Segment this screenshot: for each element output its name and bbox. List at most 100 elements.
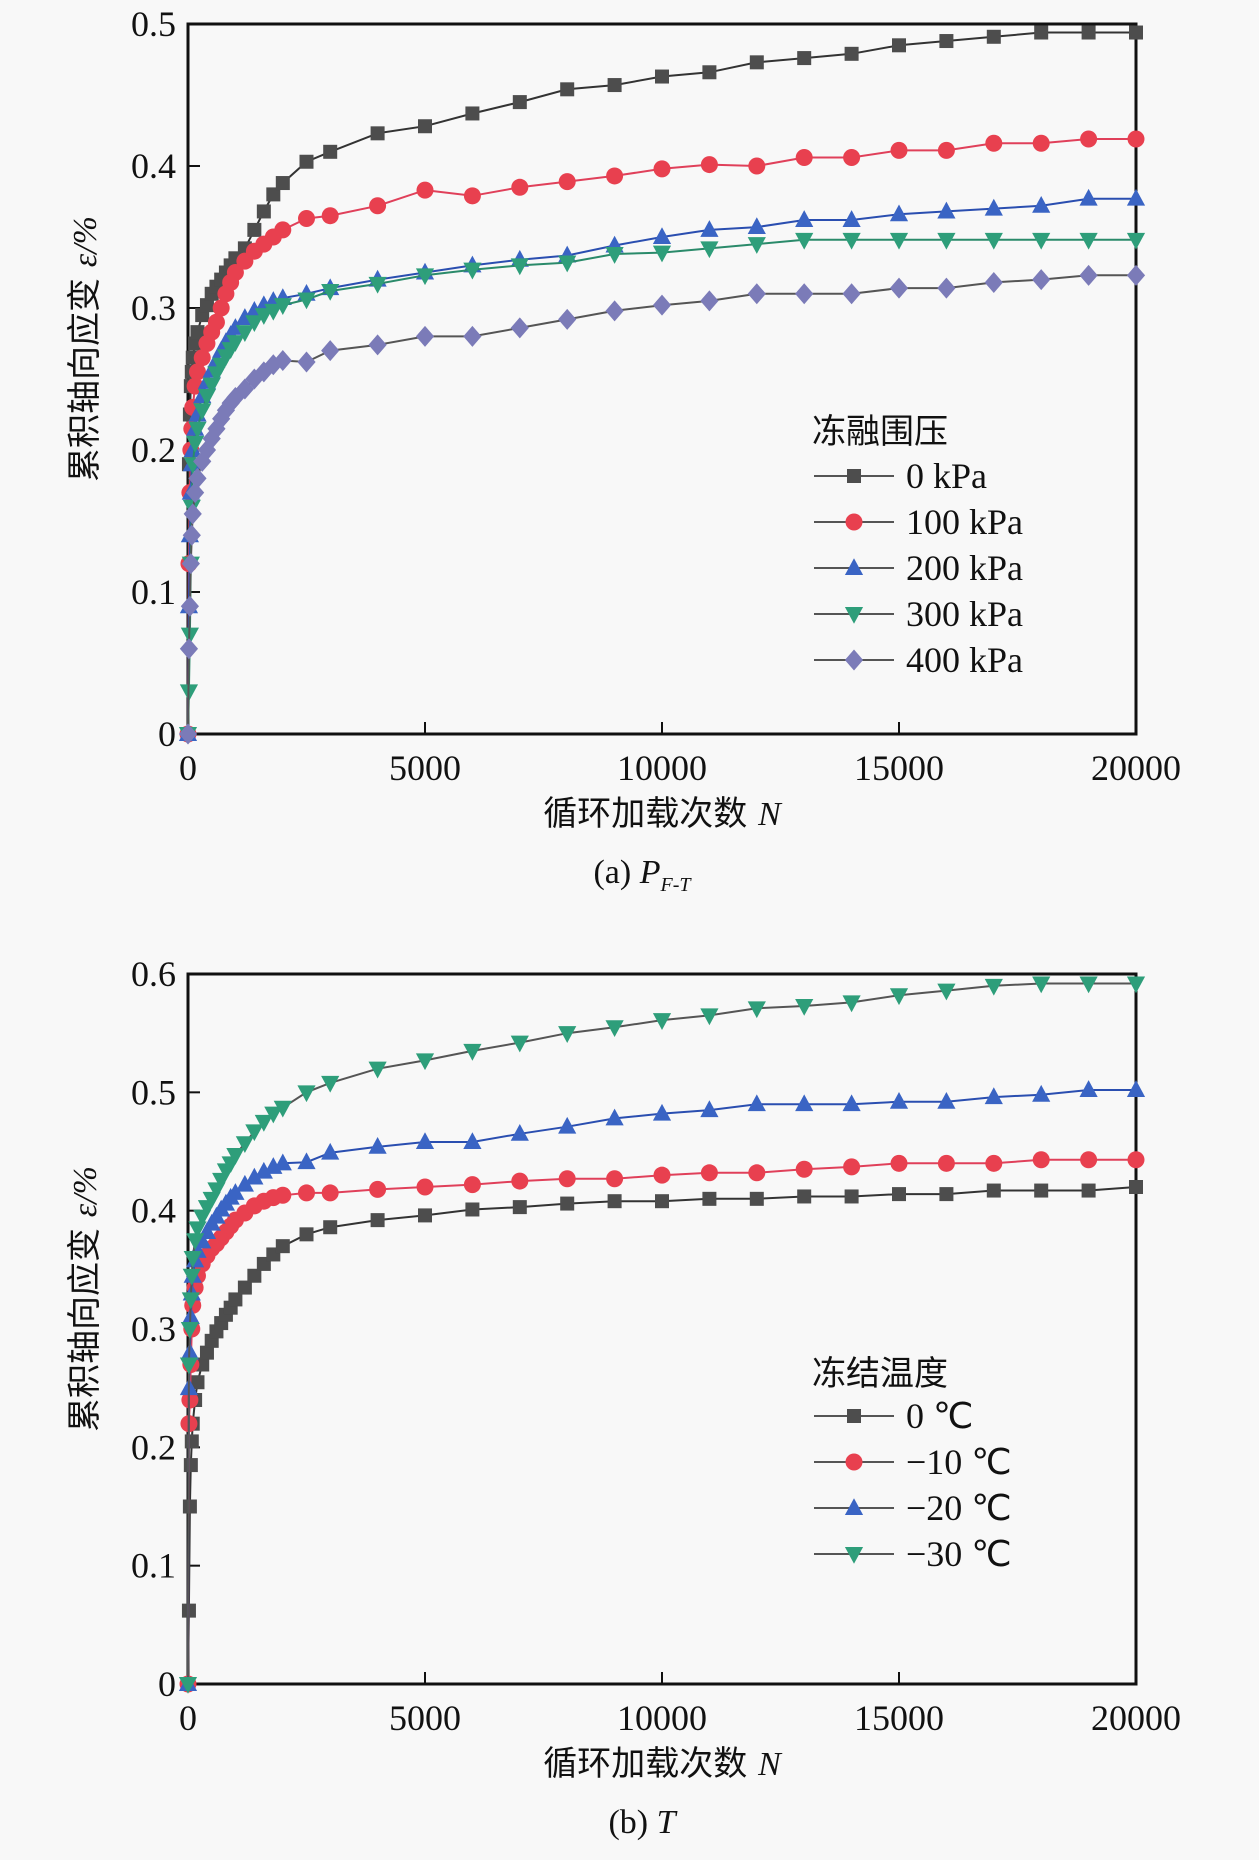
- data-point: [797, 1189, 812, 1204]
- data-point: [1080, 1151, 1098, 1169]
- data-point: [510, 258, 529, 276]
- panel-caption: (a) PF-T: [593, 854, 692, 896]
- data-point: [179, 638, 199, 660]
- data-point: [323, 144, 338, 159]
- data-point: [1081, 1183, 1096, 1198]
- y-tick-label: 0.6: [131, 954, 176, 994]
- data-point: [892, 38, 906, 53]
- data-point: [463, 1176, 481, 1194]
- data-point: [889, 1092, 909, 1109]
- data-point: [747, 1094, 766, 1112]
- data-point: [607, 78, 622, 93]
- y-tick-label: 0.2: [131, 430, 176, 470]
- data-point: [937, 1092, 956, 1109]
- x-tick-label: 0: [179, 748, 197, 788]
- data-point: [1034, 1183, 1049, 1198]
- data-point: [844, 1189, 859, 1204]
- data-point: [274, 221, 292, 239]
- data-point: [273, 350, 292, 372]
- series-400kpa: [178, 264, 1146, 745]
- data-point: [1081, 25, 1096, 40]
- data-point: [297, 292, 316, 310]
- diamond-marker-icon: [844, 649, 864, 671]
- data-point: [1080, 130, 1098, 148]
- data-point: [369, 197, 387, 215]
- data-point: [321, 1075, 340, 1093]
- data-point: [843, 1158, 861, 1176]
- data-point: [1032, 269, 1051, 291]
- data-point: [700, 1100, 719, 1118]
- data-point: [512, 1200, 527, 1215]
- data-point: [368, 276, 387, 294]
- data-point: [266, 187, 281, 202]
- x-tick-label: 10000: [617, 1698, 707, 1738]
- data-point: [273, 1100, 292, 1118]
- data-point: [984, 978, 1003, 996]
- data-point: [181, 1391, 199, 1409]
- x-tick-label: 10000: [617, 748, 707, 788]
- data-point: [986, 1183, 1001, 1198]
- data-point: [937, 983, 956, 1001]
- data-point: [212, 299, 230, 317]
- data-point: [188, 363, 206, 381]
- data-point: [237, 1280, 252, 1295]
- data-point: [747, 283, 766, 305]
- data-point: [178, 723, 198, 745]
- data-point: [749, 55, 764, 70]
- data-point: [842, 210, 861, 227]
- data-point: [652, 245, 672, 263]
- data-point: [747, 217, 766, 235]
- data-point: [183, 1458, 198, 1473]
- legend-label: −10 ℃: [906, 1442, 1012, 1482]
- legend-label: 100 kPa: [906, 502, 1023, 542]
- data-point: [606, 167, 624, 185]
- data-point: [652, 294, 672, 316]
- data-point: [235, 1136, 254, 1154]
- data-point: [655, 1194, 669, 1209]
- data-point: [254, 308, 273, 325]
- data-point: [226, 264, 244, 281]
- data-point: [368, 334, 387, 356]
- data-point: [700, 290, 719, 312]
- data-point: [418, 1208, 432, 1223]
- data-point: [321, 1184, 339, 1202]
- circle-marker-icon: [845, 1453, 863, 1471]
- data-point: [700, 156, 718, 174]
- data-point: [416, 181, 434, 199]
- plot-frame: [186, 22, 1138, 736]
- data-point: [984, 1087, 1003, 1105]
- square-marker-icon: [847, 469, 861, 483]
- x-axis-label: 循环加载次数 N: [543, 1744, 783, 1784]
- data-point: [416, 1178, 434, 1196]
- x-tick-label: 5000: [389, 748, 461, 788]
- data-point: [369, 1180, 387, 1198]
- data-point: [184, 1434, 199, 1449]
- data-point: [795, 1094, 814, 1112]
- x-axis-label: 循环加载次数 N: [543, 794, 783, 834]
- data-point: [264, 303, 283, 321]
- y-tick-label: 0.3: [131, 1309, 176, 1349]
- data-point: [321, 1142, 340, 1160]
- data-point: [700, 220, 719, 237]
- y-tick-label: 0.1: [131, 572, 176, 612]
- data-point: [1032, 1151, 1050, 1169]
- data-point: [842, 283, 861, 305]
- data-point: [463, 187, 481, 205]
- data-point: [606, 1170, 624, 1188]
- data-point: [607, 1194, 622, 1209]
- legend-item: −20 ℃: [814, 1488, 1012, 1528]
- legend-label: 200 kPa: [906, 548, 1023, 588]
- data-point: [1126, 1080, 1146, 1097]
- data-point: [463, 325, 482, 347]
- data-point: [297, 1152, 316, 1170]
- data-point: [235, 325, 254, 342]
- square-marker-icon: [847, 1409, 861, 1423]
- data-point: [181, 1292, 200, 1310]
- data-point: [178, 1677, 198, 1694]
- data-point: [748, 157, 766, 175]
- data-point: [1034, 25, 1049, 40]
- data-point: [984, 232, 1003, 250]
- y-tick-label: 0.1: [131, 1546, 176, 1586]
- legend-title: 冻结温度: [812, 1354, 948, 1394]
